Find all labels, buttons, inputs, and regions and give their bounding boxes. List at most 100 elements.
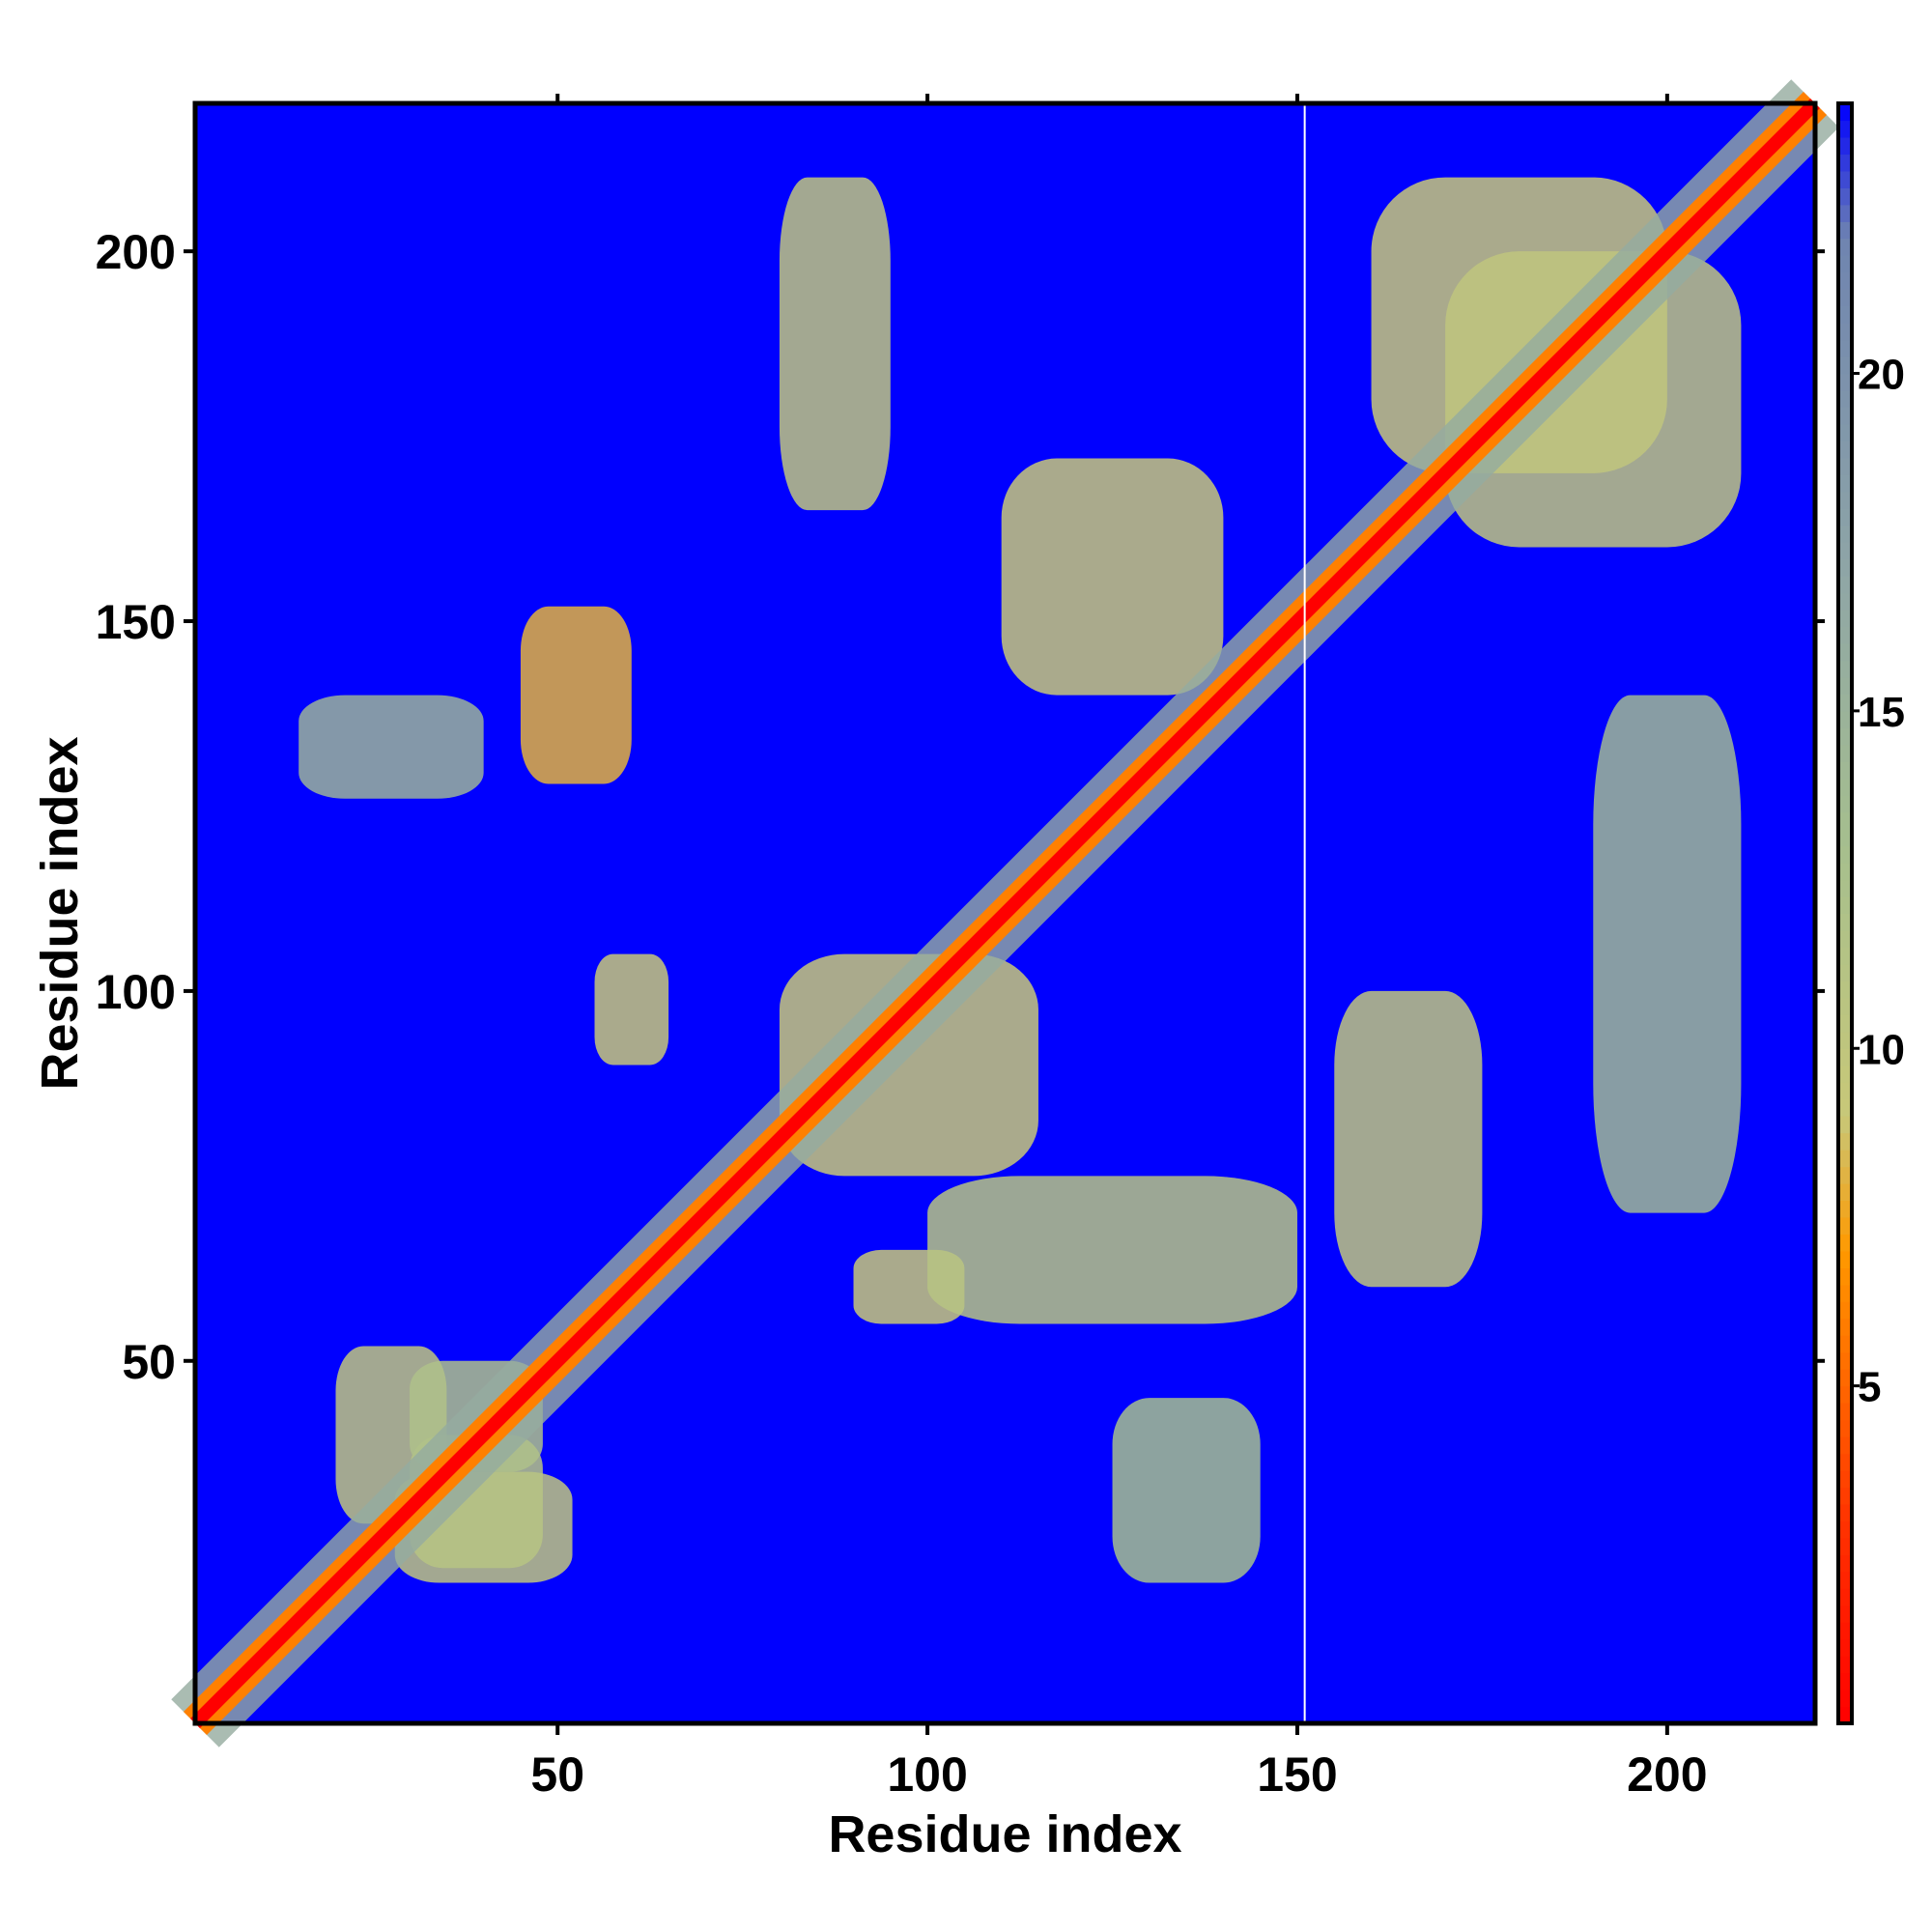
colorbar-segment <box>1838 963 1852 981</box>
colorbar-segment <box>1838 103 1852 122</box>
colorbar-segment <box>1838 1048 1852 1066</box>
colorbar-segment <box>1838 676 1852 696</box>
heatmap-cell <box>594 953 669 1065</box>
colorbar-segment <box>1838 1605 1852 1623</box>
heatmap-cell <box>1593 695 1742 1213</box>
colorbar-segment <box>1838 947 1852 965</box>
diagonal-core <box>190 99 1820 1728</box>
x-axis-ticks: 50 100 150 200 <box>530 94 1708 1802</box>
colorbar-segment <box>1838 1183 1852 1202</box>
colorbar-segment <box>1838 120 1852 138</box>
heatmap-cell <box>927 1176 1297 1324</box>
colorbar-segment <box>1838 289 1852 307</box>
heatmap-cell <box>520 606 632 784</box>
colorbar-tick-label: 15 <box>1858 689 1905 736</box>
colorbar-segment <box>1838 423 1852 441</box>
colorbar-segment <box>1838 356 1852 375</box>
heatmap-cell <box>779 177 891 511</box>
colorbar-segment <box>1838 1318 1852 1336</box>
colorbar-segment <box>1838 694 1852 712</box>
colorbar-segment <box>1838 271 1852 290</box>
y-tick-label: 50 <box>122 1335 176 1389</box>
diagonal-band <box>171 79 1839 1747</box>
colorbar-segment <box>1838 896 1852 915</box>
colorbar-segment <box>1838 1116 1852 1134</box>
colorbar-segment <box>1838 913 1852 931</box>
colorbar-segment <box>1838 1672 1852 1690</box>
colorbar-segment <box>1838 829 1852 847</box>
colorbar-segment <box>1838 1150 1852 1168</box>
colorbar-segment <box>1838 863 1852 881</box>
colorbar-segment <box>1838 1385 1852 1404</box>
colorbar-segment <box>1838 1284 1852 1302</box>
colorbar-segment <box>1838 1335 1852 1353</box>
colorbar-segment <box>1838 1419 1852 1437</box>
colorbar-segment <box>1838 643 1852 662</box>
colorbar-segment <box>1838 136 1852 156</box>
colorbar-segment <box>1838 1098 1852 1117</box>
colorbar-segment <box>1838 744 1852 762</box>
colorbar-segment <box>1838 1216 1852 1236</box>
colorbar-segment <box>1838 1706 1852 1724</box>
colorbar-segment <box>1838 576 1852 594</box>
colorbar-segment <box>1838 1166 1852 1184</box>
colorbar-segment <box>1838 474 1852 493</box>
colorbar-segment <box>1838 508 1852 526</box>
heatmap-cell <box>1001 458 1224 696</box>
colorbar-segment <box>1838 238 1852 256</box>
colorbar-segment <box>1838 1351 1852 1370</box>
colorbar-segment <box>1838 1656 1852 1674</box>
colorbar-segment <box>1838 1014 1852 1033</box>
colorbar-segment <box>1838 1622 1852 1640</box>
colorbar-segment <box>1838 1571 1852 1589</box>
y-axis-ticks: 50 100 150 200 <box>96 225 1825 1389</box>
colorbar-segment <box>1838 187 1852 206</box>
heatmap-cell <box>298 695 484 799</box>
colorbar-segment <box>1838 1369 1852 1387</box>
colorbar-segment <box>1838 761 1852 780</box>
colorbar-segment <box>1838 929 1852 949</box>
colorbar-segment <box>1838 305 1852 324</box>
colorbar-segment <box>1838 525 1852 543</box>
colorbar: 5 10 15 20 <box>1836 101 1905 1725</box>
colorbar-segment <box>1838 542 1852 560</box>
colorbar-tick-label: 20 <box>1858 352 1905 399</box>
colorbar-segment <box>1838 727 1852 746</box>
colorbar-segment <box>1838 1638 1852 1657</box>
colorbar-segment <box>1838 373 1852 391</box>
heatmap-cell <box>1334 990 1483 1288</box>
colorbar-segment <box>1838 1132 1852 1151</box>
colorbar-segment <box>1838 323 1852 341</box>
colorbar-segment <box>1838 1520 1852 1539</box>
x-axis-title: Residue index <box>828 1805 1181 1863</box>
colorbar-tick-label: 5 <box>1858 1364 1881 1411</box>
colorbar-segment <box>1838 610 1852 628</box>
colorbar-segment <box>1838 1200 1852 1218</box>
heatmap-cell <box>1112 1398 1261 1583</box>
y-tick-label: 150 <box>96 595 176 649</box>
y-tick-label: 200 <box>96 225 176 279</box>
colorbar-segment <box>1838 204 1852 222</box>
x-tick-label: 200 <box>1627 1747 1707 1802</box>
colorbar-segment <box>1838 1234 1852 1252</box>
colorbar-segment <box>1838 778 1852 796</box>
colorbar-segment <box>1838 1031 1852 1049</box>
colorbar-segment <box>1838 558 1852 577</box>
colorbar-segment <box>1838 1469 1852 1489</box>
colorbar-segment <box>1838 1453 1852 1471</box>
colorbar-segment <box>1838 997 1852 1015</box>
colorbar-segment <box>1838 1301 1852 1320</box>
colorbar-segment <box>1838 1554 1852 1573</box>
colorbar-segment <box>1838 845 1852 864</box>
colorbar-segment <box>1838 1065 1852 1083</box>
colorbar-segment <box>1838 1403 1852 1421</box>
colorbar-segment <box>1838 626 1852 644</box>
colorbar-segment <box>1838 1588 1852 1606</box>
colorbar-segment <box>1838 339 1852 357</box>
colorbar-segment <box>1838 1267 1852 1286</box>
colorbar-frame <box>1836 101 1854 1725</box>
colorbar-segment <box>1838 811 1852 830</box>
colorbar-segment <box>1838 457 1852 475</box>
colorbar-segment <box>1838 491 1852 509</box>
